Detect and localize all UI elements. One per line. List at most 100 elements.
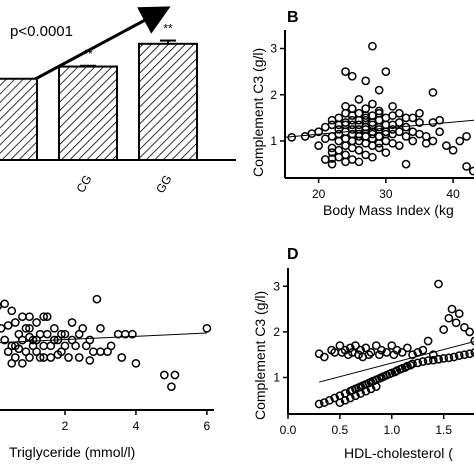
panel-a-annotation: p<0.0001	[10, 23, 73, 40]
data-point	[74, 353, 84, 362]
data-point	[401, 113, 411, 123]
data-point	[388, 125, 397, 134]
data-point	[351, 341, 360, 350]
panel-a-bars: ** **	[0, 22, 198, 161]
data-point	[28, 341, 38, 351]
panel-d-label: D	[287, 246, 299, 263]
data-point	[387, 341, 397, 350]
regression-line	[284, 119, 474, 138]
data-point	[46, 353, 56, 362]
data-point	[465, 349, 474, 359]
data-point	[3, 321, 13, 330]
data-point	[455, 136, 465, 146]
data-point	[25, 312, 34, 322]
panel-c-axes: 2 4 6	[0, 409, 214, 433]
data-point	[0, 299, 9, 309]
data-point	[408, 350, 417, 360]
panel-b-x-axis-label: Body Mass Index (kg	[323, 202, 454, 218]
data-point	[25, 332, 34, 342]
data-point	[170, 370, 180, 380]
data-point	[361, 386, 371, 396]
regression-line	[319, 341, 474, 383]
data-point	[401, 122, 411, 132]
data-point	[366, 348, 376, 357]
data-point	[368, 129, 377, 139]
data-point	[67, 335, 77, 345]
data-point	[341, 134, 350, 144]
data-point	[439, 325, 449, 334]
data-point	[18, 335, 27, 345]
y-tick-label: 1	[270, 134, 277, 148]
data-point	[10, 318, 20, 327]
data-point	[374, 125, 384, 134]
data-point	[25, 353, 34, 362]
data-point	[361, 343, 371, 353]
data-point	[449, 352, 459, 362]
y-tick-label: 3	[273, 279, 280, 293]
data-point	[81, 341, 91, 351]
x-tick-label: 0.0	[280, 423, 297, 437]
data-point	[434, 354, 443, 364]
panel-b: B Complement C3 (g/l) 20 30 40 1 2 3 Body Mas…	[250, 9, 474, 218]
data-point	[418, 345, 428, 355]
data-point	[42, 312, 52, 322]
panel-d-points	[314, 279, 474, 409]
data-point	[354, 157, 364, 167]
bar-gg	[138, 42, 198, 161]
data-point	[444, 313, 454, 323]
data-point	[428, 350, 438, 360]
data-point	[347, 115, 357, 125]
data-point	[49, 323, 59, 333]
data-point	[39, 353, 49, 362]
data-point	[401, 132, 411, 141]
data-point	[356, 389, 365, 398]
bar-cg	[58, 65, 118, 161]
data-point	[374, 106, 384, 116]
data-point	[423, 336, 433, 346]
panel-d-y-axis-label: Complement C3 (g/l)	[252, 291, 268, 420]
data-point	[361, 115, 371, 125]
significance-cg: **	[83, 47, 93, 61]
panel-b-points	[284, 41, 474, 176]
bar-cc	[0, 77, 38, 161]
data-point	[39, 312, 49, 322]
category-label-cg: CG	[73, 173, 94, 196]
data-point	[39, 341, 49, 351]
data-point	[368, 120, 377, 130]
data-point	[117, 353, 127, 362]
data-point	[413, 348, 423, 357]
data-point	[314, 399, 324, 409]
panel-a: p<0.0001 ** ** CG GG	[0, 6, 236, 196]
data-point	[394, 141, 404, 150]
data-point	[314, 141, 323, 150]
data-point	[167, 382, 176, 392]
y-tick-label: 3	[270, 42, 277, 56]
data-point	[366, 384, 376, 394]
x-tick-label: 20	[312, 187, 326, 201]
data-point	[42, 329, 52, 339]
data-point	[334, 129, 344, 139]
data-point	[368, 41, 377, 51]
data-point	[354, 350, 363, 360]
data-point	[74, 329, 84, 339]
data-point	[319, 352, 329, 362]
data-point	[325, 395, 334, 405]
data-point	[361, 76, 371, 86]
data-point	[415, 108, 424, 118]
panel-a-category-labels: CG GG	[73, 173, 174, 196]
data-point	[444, 353, 454, 363]
data-point	[57, 329, 66, 339]
data-point	[320, 155, 330, 164]
data-point	[374, 85, 384, 95]
x-tick-label: 30	[379, 187, 393, 201]
data-point	[374, 143, 384, 153]
data-point	[21, 323, 31, 333]
data-point	[442, 141, 451, 150]
data-point	[470, 336, 474, 346]
data-point	[334, 145, 344, 155]
data-point	[392, 345, 402, 355]
y-tick-label: 2	[270, 88, 277, 102]
data-point	[159, 370, 169, 380]
data-point	[454, 309, 464, 318]
